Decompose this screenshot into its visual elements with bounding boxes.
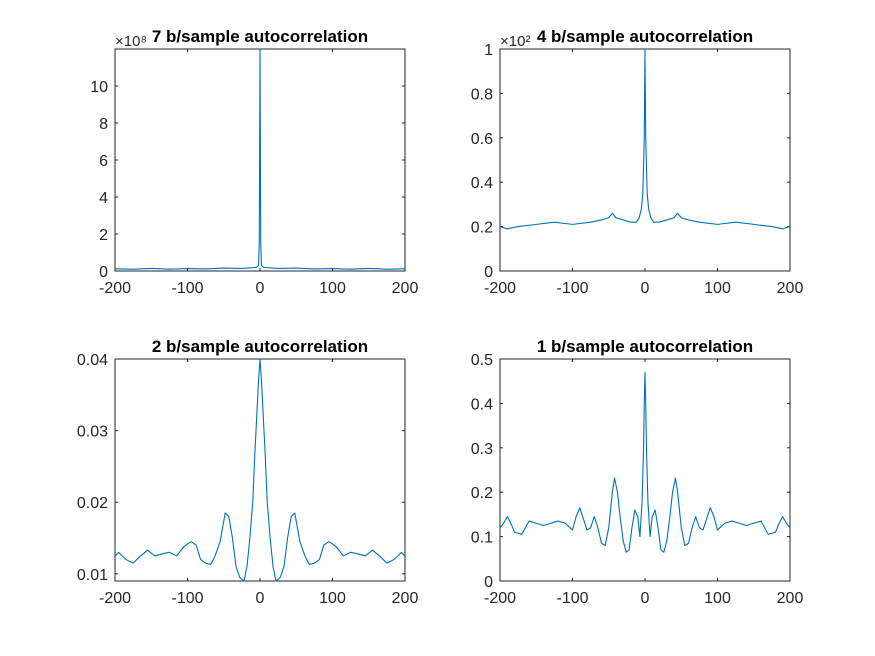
chart-title: 4 b/sample autocorrelation <box>537 27 753 46</box>
x-tick-label: -200 <box>99 590 131 607</box>
y-axis-ticks: 0 0.1 0.2 0.3 0.4 0.5 <box>471 352 790 591</box>
y-tick-label: 2 <box>99 227 108 244</box>
x-tick-label: 0 <box>641 590 650 607</box>
y-tick-label: 4 <box>99 190 108 207</box>
y-tick-label: 0.5 <box>471 352 493 369</box>
y-tick-label: 0 <box>484 574 493 591</box>
x-tick-label: 100 <box>704 590 731 607</box>
series-line <box>114 48 406 270</box>
subplot-4b: 4 b/sample autocorrelation ×10² -200 -100… <box>471 27 804 297</box>
series-line <box>499 371 791 553</box>
x-tick-label: 200 <box>392 280 419 297</box>
y-tick-label: 0.4 <box>471 396 493 413</box>
x-tick-label: 100 <box>319 590 346 607</box>
chart-title: 7 b/sample autocorrelation <box>152 27 368 46</box>
x-tick-label: -200 <box>484 590 516 607</box>
x-tick-label: 100 <box>319 280 346 297</box>
y-tick-label: 0.02 <box>77 495 108 512</box>
x-axis-ticks: -200 -100 0 100 200 <box>99 49 418 297</box>
x-axis-ticks: -200 -100 0 100 200 <box>484 359 803 607</box>
x-tick-label: 0 <box>256 280 265 297</box>
x-tick-label: -100 <box>171 280 203 297</box>
axes-box <box>114 358 406 582</box>
axis-exponent: ×10² <box>500 33 530 50</box>
y-tick-label: 0.8 <box>471 86 493 103</box>
y-axis-ticks: 0 2 4 6 8 10 <box>90 79 405 281</box>
y-tick-label: 0.04 <box>77 352 108 369</box>
x-axis-ticks: -200 -100 0 100 200 <box>484 49 803 297</box>
x-tick-label: -100 <box>556 280 588 297</box>
x-tick-label: 200 <box>392 590 419 607</box>
x-tick-label: 200 <box>777 590 804 607</box>
y-tick-label: 0.01 <box>77 567 108 584</box>
y-tick-label: 0.3 <box>471 441 493 458</box>
subplot-7b: 7 b/sample autocorrelation ×10⁸ -200 -100… <box>90 27 418 297</box>
chart-title: 1 b/sample autocorrelation <box>537 337 753 356</box>
axis-exponent: ×10⁸ <box>115 33 147 50</box>
x-tick-label: 100 <box>704 280 731 297</box>
x-tick-label: 0 <box>641 280 650 297</box>
subplot-1b: 1 b/sample autocorrelation -200 -100 0 100 2… <box>471 337 804 607</box>
y-tick-label: 10 <box>90 79 108 96</box>
y-tick-label: 0.2 <box>471 485 493 502</box>
y-tick-label: 8 <box>99 116 108 133</box>
y-axis-ticks: 0 0.2 0.4 0.6 0.8 1 <box>471 42 790 281</box>
x-tick-label: -200 <box>99 280 131 297</box>
y-tick-label: 0 <box>484 264 493 281</box>
y-tick-label: 0.03 <box>77 424 108 441</box>
y-tick-label: 0.6 <box>471 131 493 148</box>
y-axis-ticks: 0.01 0.02 0.03 0.04 <box>77 352 405 584</box>
series-line <box>114 358 406 582</box>
x-tick-label: -200 <box>484 280 516 297</box>
y-tick-label: 0.1 <box>471 530 493 547</box>
x-tick-label: 0 <box>256 590 265 607</box>
chart-title: 2 b/sample autocorrelation <box>152 337 368 356</box>
y-tick-label: 0.4 <box>471 175 493 192</box>
series-line <box>499 48 791 230</box>
y-tick-label: 6 <box>99 153 108 170</box>
subplot-2b: 2 b/sample autocorrelation -200 -100 0 100 2… <box>77 337 419 607</box>
x-tick-label: -100 <box>556 590 588 607</box>
y-tick-label: 0 <box>99 264 108 281</box>
x-tick-label: -100 <box>171 590 203 607</box>
x-tick-label: 200 <box>777 280 804 297</box>
x-axis-ticks: -200 -100 0 100 200 <box>99 359 418 607</box>
y-tick-label: 1 <box>484 42 493 59</box>
y-tick-label: 0.2 <box>471 220 493 237</box>
